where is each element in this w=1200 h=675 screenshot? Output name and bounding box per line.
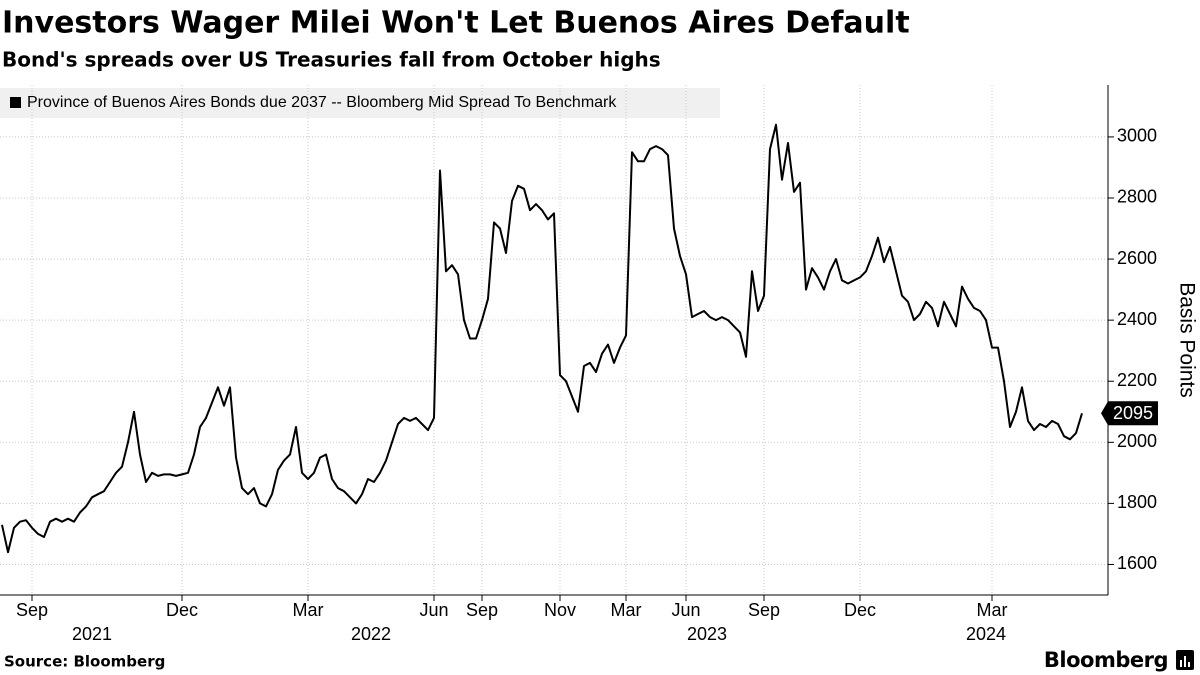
y-tick-label: 2600: [1117, 248, 1157, 268]
y-axis-label: Basis Points: [1175, 282, 1198, 398]
x-group-label: 2024: [966, 624, 1006, 644]
source: Source: Bloomberg: [4, 653, 165, 671]
x-group-label: 2021: [72, 624, 112, 644]
y-tick-label: 2800: [1117, 187, 1157, 207]
series-line: [1, 123, 1083, 554]
x-tick-label: Nov: [544, 600, 576, 620]
x-tick-label: Sep: [16, 600, 48, 620]
x-tick-label: Dec: [166, 600, 198, 620]
x-group-label: 2022: [351, 624, 391, 644]
legend-swatch: [10, 97, 21, 108]
chart-title: Investors Wager Milei Won't Let Buenos A…: [2, 6, 910, 41]
last-value-callout: [1101, 401, 1158, 426]
legend-entry: Province of Buenos Aires Bonds due 2037 …: [27, 94, 617, 111]
x-tick-label: Dec: [844, 600, 876, 620]
brand-logo: Bloomberg: [1044, 648, 1168, 672]
x-tick-label: Jun: [671, 600, 700, 620]
brand-icon: [1176, 650, 1194, 670]
chart-subtitle: Bond's spreads over US Treasuries fall f…: [2, 48, 661, 72]
x-tick-label: Sep: [748, 600, 780, 620]
x-tick-label: Mar: [293, 600, 324, 620]
last-value-label: 2095: [1113, 403, 1153, 423]
x-tick-label: Sep: [466, 600, 498, 620]
x-tick-label: Jun: [419, 600, 448, 620]
x-group-label: 2023: [687, 624, 727, 644]
y-tick-label: 1800: [1117, 492, 1157, 512]
y-tick-label: 2000: [1117, 431, 1157, 451]
x-tick-label: Mar: [611, 600, 642, 620]
y-tick-label: 3000: [1117, 126, 1157, 146]
y-tick-label: 2400: [1117, 309, 1157, 329]
y-tick-label: 2200: [1117, 370, 1157, 390]
x-tick-label: Mar: [977, 600, 1008, 620]
y-tick-label: 1600: [1117, 553, 1157, 573]
legend-box: [0, 88, 720, 118]
